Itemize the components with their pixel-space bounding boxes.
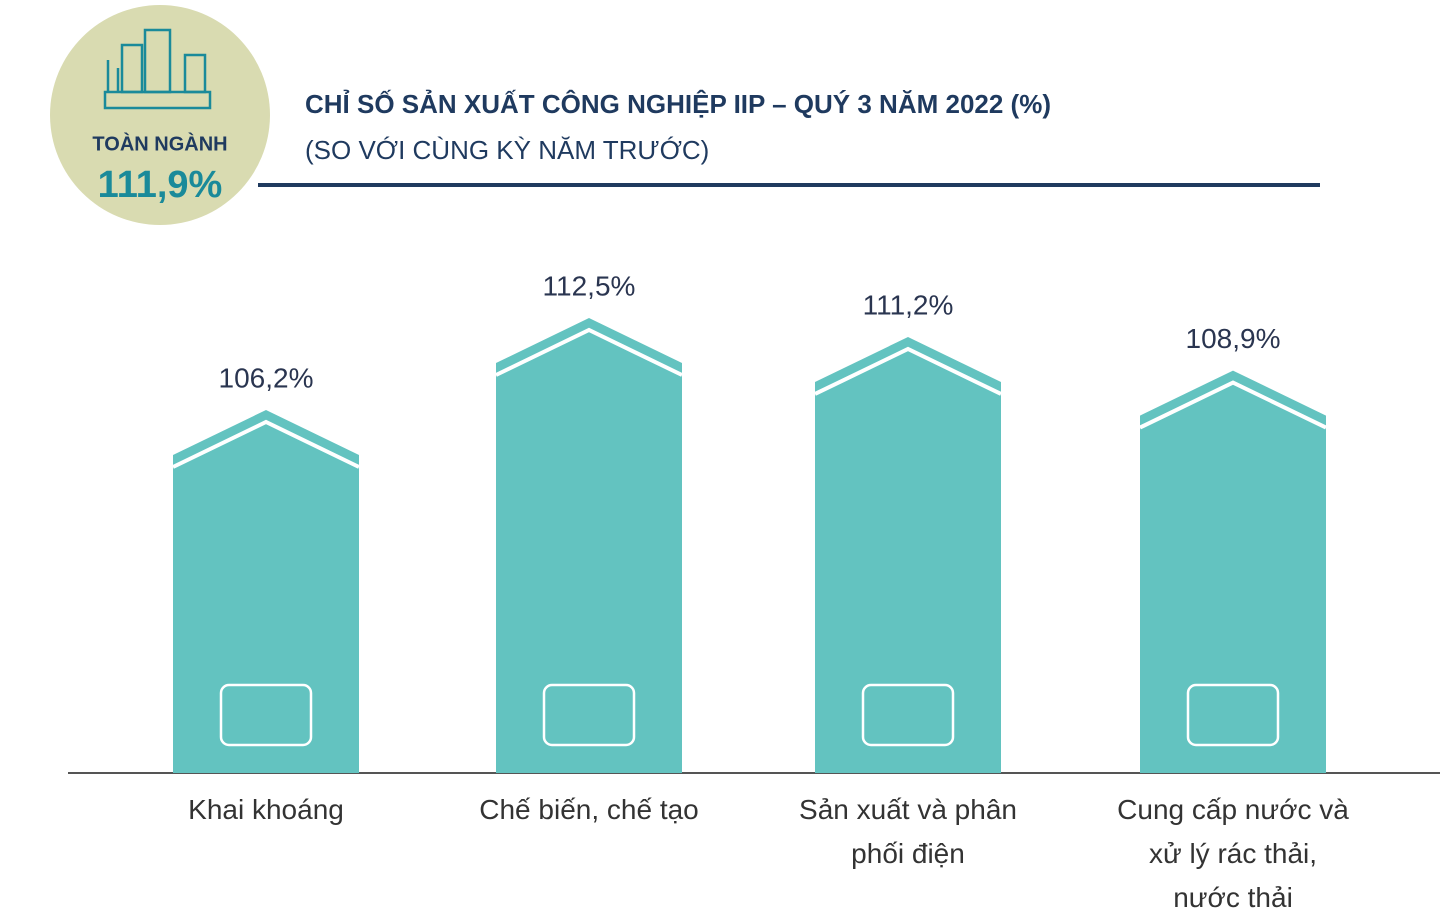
chart-subtitle: (SO VỚI CÙNG KỲ NĂM TRƯỚC) <box>305 135 709 165</box>
value-label: 108,9% <box>1186 323 1281 354</box>
chart-title: CHỈ SỐ SẢN XUẤT CÔNG NGHIỆP IIP – QUÝ 3 … <box>305 89 1051 119</box>
bar <box>1140 371 1326 773</box>
category-label: Khai khoáng <box>146 788 386 832</box>
badge-label: TOÀN NGÀNH <box>92 132 227 155</box>
page: TOÀN NGÀNH 111,9% CHỈ SỐ SẢN XUẤT CÔNG N… <box>0 0 1447 907</box>
value-label: 111,2% <box>863 289 954 320</box>
badge-value: 111,9% <box>98 164 223 206</box>
category-label: Chế biến, chế tạo <box>469 788 709 832</box>
category-label: Sản xuất và phân phối điện <box>788 788 1028 876</box>
category-label: Cung cấp nước và xử lý rác thải, nước th… <box>1113 788 1353 920</box>
bar <box>173 410 359 773</box>
value-label: 106,2% <box>219 362 314 393</box>
chart: TOÀN NGÀNH 111,9% CHỈ SỐ SẢN XUẤT CÔNG N… <box>0 0 1447 907</box>
bar <box>496 318 682 773</box>
bar <box>815 337 1001 773</box>
value-label: 112,5% <box>543 270 636 301</box>
